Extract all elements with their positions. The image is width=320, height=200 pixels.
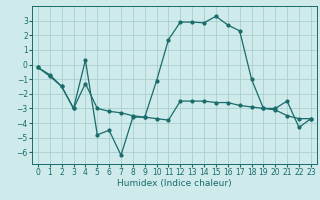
X-axis label: Humidex (Indice chaleur): Humidex (Indice chaleur) [117, 179, 232, 188]
